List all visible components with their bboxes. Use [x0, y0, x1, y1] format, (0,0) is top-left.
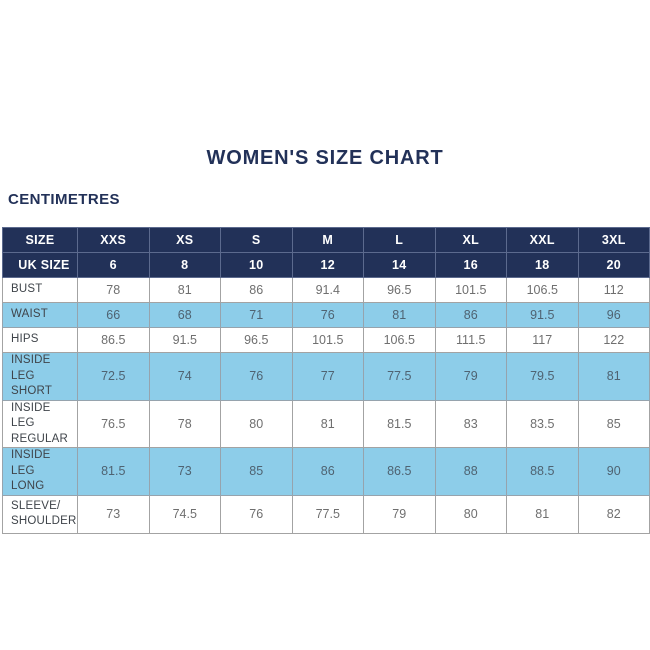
row-label: WAIST [2, 302, 78, 328]
row-label: UK SIZE [2, 252, 78, 278]
data-cell: 76 [291, 302, 364, 328]
data-cell: 82 [577, 494, 650, 534]
data-cell: 77.5 [291, 494, 364, 534]
data-cell: 20 [577, 252, 650, 278]
data-cell: 86 [434, 302, 507, 328]
data-cell: 96 [577, 302, 650, 328]
row-label: HIPS [2, 327, 78, 353]
row-label: INSIDE LEG SHORT [2, 352, 78, 401]
table-row: INSIDE LEG LONG 81.5 73 85 86 86.5 88 88.5 90 [2, 447, 650, 496]
data-cell: 80 [434, 494, 507, 534]
data-cell: 106.5 [506, 277, 579, 303]
data-cell: 96.5 [363, 277, 436, 303]
size-header-row: SIZE XXS XS S M L XL XXL 3XL [2, 227, 650, 253]
data-cell: 81 [506, 494, 579, 534]
data-cell: 81.5 [77, 447, 150, 496]
data-cell: 122 [577, 327, 650, 353]
column-header-xxs: XXS [77, 227, 150, 253]
data-cell: 8 [148, 252, 221, 278]
column-header-xs: XS [148, 227, 221, 253]
data-cell: 117 [506, 327, 579, 353]
data-cell: 101.5 [291, 327, 364, 353]
data-cell: 85 [220, 447, 293, 496]
data-cell: 73 [77, 494, 150, 534]
data-cell: 16 [434, 252, 507, 278]
table-row: INSIDE LEG SHORT 72.5 74 76 77 77.5 79 79.5 81 [2, 352, 650, 401]
data-cell: 80 [220, 399, 293, 449]
corner-header-size: SIZE [2, 227, 78, 253]
data-cell: 83 [434, 399, 507, 449]
row-label: INSIDE LEG LONG [2, 447, 78, 496]
data-cell: 72.5 [77, 352, 150, 401]
size-chart-table: SIZE XXS XS S M L XL XXL 3XL UK SIZE 6 8 10 12 14 16 18… [2, 227, 650, 534]
data-cell: 76.5 [77, 399, 150, 449]
data-cell: 79.5 [506, 352, 579, 401]
size-chart-body: UK SIZE 6 8 10 12 14 16 18 20 BUST 78 81 86 91.4 96.5 1… [2, 252, 650, 534]
data-cell: 111.5 [434, 327, 507, 353]
data-cell: 83.5 [506, 399, 579, 449]
data-cell: 88 [434, 447, 507, 496]
data-cell: 74 [148, 352, 221, 401]
data-cell: 78 [77, 277, 150, 303]
data-cell: 96.5 [220, 327, 293, 353]
data-cell: 86.5 [363, 447, 436, 496]
data-cell: 78 [148, 399, 221, 449]
data-cell: 68 [148, 302, 221, 328]
data-cell: 88.5 [506, 447, 579, 496]
data-cell: 112 [577, 277, 650, 303]
row-label: INSIDE LEG REGULAR [2, 399, 78, 449]
data-cell: 76 [220, 352, 293, 401]
data-cell: 106.5 [363, 327, 436, 353]
data-cell: 91.4 [291, 277, 364, 303]
data-cell: 81.5 [363, 399, 436, 449]
data-cell: 90 [577, 447, 650, 496]
column-header-s: S [220, 227, 293, 253]
column-header-l: L [363, 227, 436, 253]
table-row: WAIST 66 68 71 76 81 86 91.5 96 [2, 302, 650, 328]
data-cell: 101.5 [434, 277, 507, 303]
data-cell: 79 [434, 352, 507, 401]
page-title: WOMEN'S SIZE CHART [206, 147, 444, 169]
column-header-3xl: 3XL [577, 227, 650, 253]
row-label: SLEEVE/ SHOULDER [2, 494, 78, 534]
table-row: UK SIZE 6 8 10 12 14 16 18 20 [2, 252, 650, 278]
table-row: BUST 78 81 86 91.4 96.5 101.5 106.5 112 [2, 277, 650, 303]
data-cell: 12 [291, 252, 364, 278]
data-cell: 86.5 [77, 327, 150, 353]
data-cell: 73 [148, 447, 221, 496]
column-header-xxl: XXL [506, 227, 579, 253]
data-cell: 81 [363, 302, 436, 328]
data-cell: 77 [291, 352, 364, 401]
column-header-m: M [291, 227, 364, 253]
data-cell: 91.5 [148, 327, 221, 353]
data-cell: 6 [77, 252, 150, 278]
data-cell: 76 [220, 494, 293, 534]
data-cell: 81 [148, 277, 221, 303]
table-row: HIPS 86.5 91.5 96.5 101.5 106.5 111.5 117 122 [2, 327, 650, 353]
table-row: SLEEVE/ SHOULDER 73 74.5 76 77.5 79 80 81 82 [2, 494, 650, 534]
data-cell: 10 [220, 252, 293, 278]
table-row: INSIDE LEG REGULAR 76.5 78 80 81 81.5 83 83.5 85 [2, 399, 650, 449]
data-cell: 74.5 [148, 494, 221, 534]
data-cell: 86 [220, 277, 293, 303]
data-cell: 81 [291, 399, 364, 449]
data-cell: 79 [363, 494, 436, 534]
units-label: CENTIMETRES [8, 191, 120, 208]
data-cell: 18 [506, 252, 579, 278]
data-cell: 77.5 [363, 352, 436, 401]
data-cell: 14 [363, 252, 436, 278]
data-cell: 71 [220, 302, 293, 328]
column-header-xl: XL [434, 227, 507, 253]
data-cell: 85 [577, 399, 650, 449]
data-cell: 81 [577, 352, 650, 401]
data-cell: 86 [291, 447, 364, 496]
data-cell: 91.5 [506, 302, 579, 328]
data-cell: 66 [77, 302, 150, 328]
row-label: BUST [2, 277, 78, 303]
